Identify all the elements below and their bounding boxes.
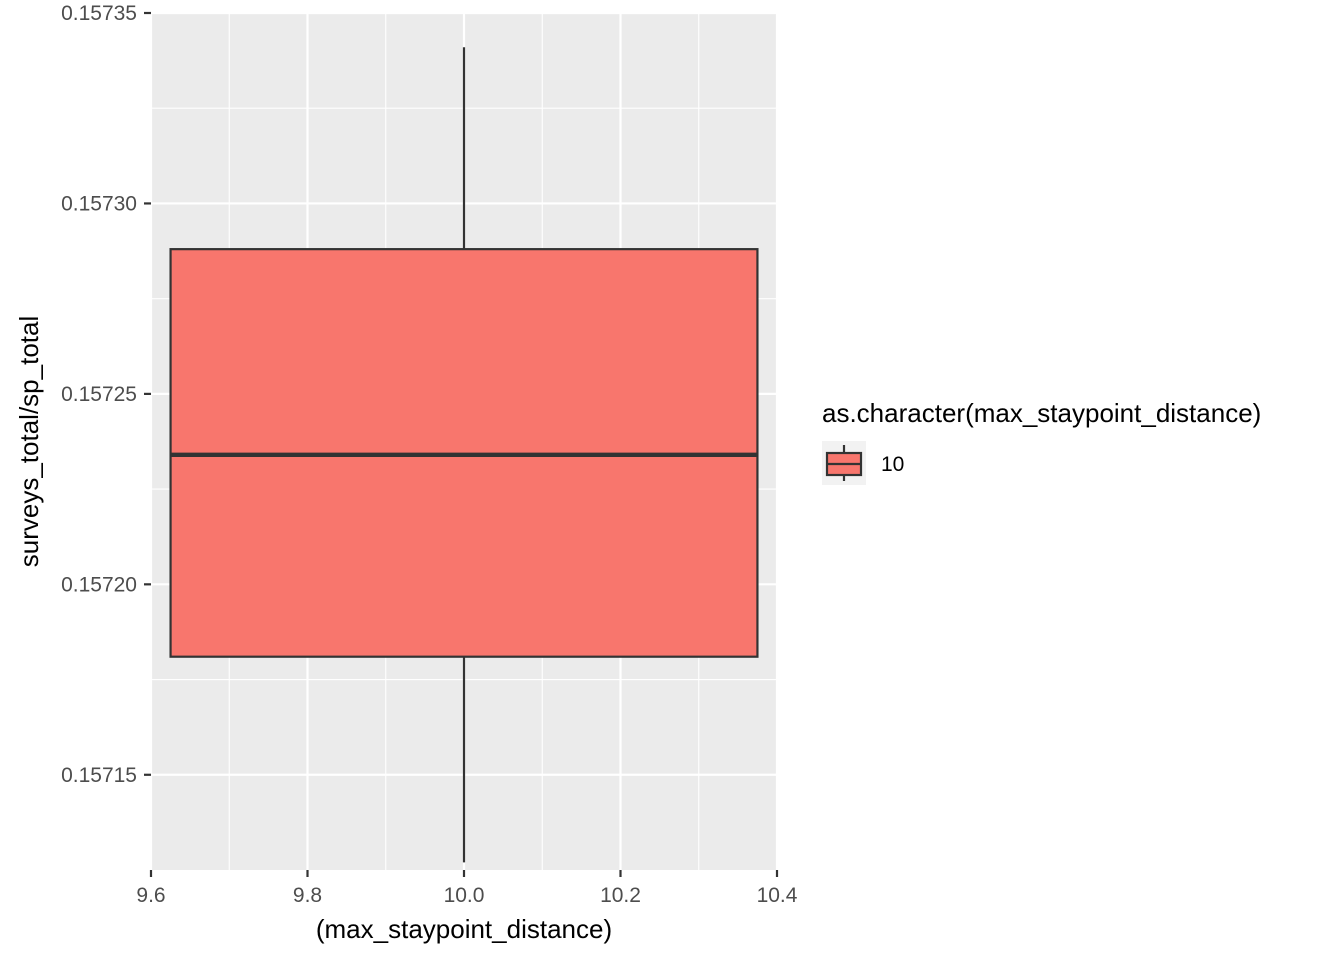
y-tick-label: 0.15735 [61,2,137,25]
box-layer [169,47,759,863]
y-axis: 0.15715 0.15720 0.15725 0.15730 0.15735 [61,2,151,787]
legend-title: as.character(max_staypoint_distance) [822,398,1261,428]
y-tick-label: 0.15720 [61,573,137,596]
legend-key [822,441,866,485]
y-axis-title: surveys_total/sp_total [14,316,44,567]
x-tick-label: 9.8 [293,884,322,907]
x-tick-label: 9.6 [136,884,165,907]
legend-entry-label: 10 [881,453,904,476]
x-tick-label: 10.0 [444,884,485,907]
box-group [169,47,759,863]
x-tick-label: 10.4 [757,884,798,907]
y-tick-label: 0.15725 [61,383,137,406]
y-tick-label: 0.15730 [61,192,137,215]
x-axis-title: (max_staypoint_distance) [316,914,612,944]
y-tick-label: 0.15715 [61,764,137,787]
x-tick-label: 10.2 [600,884,641,907]
legend: as.character(max_staypoint_distance) 10 [822,398,1261,485]
x-axis: 9.6 9.8 10.0 10.2 10.4 [136,870,798,907]
